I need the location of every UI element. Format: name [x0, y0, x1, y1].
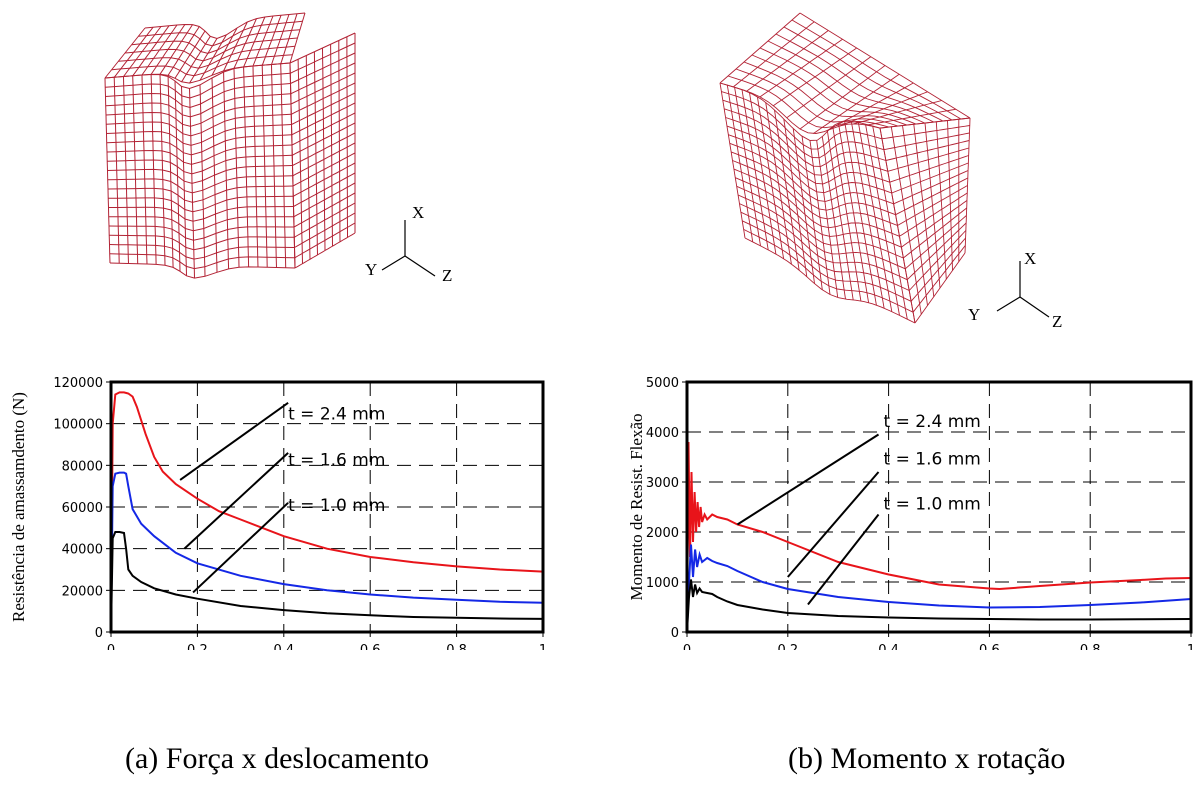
series-annotation: t = 2.4 mm — [288, 405, 385, 425]
annotation-leader — [192, 502, 289, 594]
annotation-leader — [179, 402, 289, 481]
axis-x-label: X — [1024, 249, 1036, 268]
x-tick-label: 0 — [107, 643, 115, 650]
x-tick-label: 1 — [1187, 643, 1195, 650]
axis-z-label: Z — [1052, 312, 1062, 331]
bent-box-mesh-icon: X Y Z — [719, 12, 1062, 331]
series-line — [686, 579, 1192, 633]
y-tick-label: 100000 — [53, 418, 103, 433]
series-annotation: t = 1.0 mm — [288, 496, 385, 516]
y-tick-label: 3000 — [646, 476, 679, 491]
x-tick-label: 0.8 — [446, 643, 467, 650]
chart-force-displacement: 0 0.2 0.4 0.6 0.8 1 0 20000 40000 60000 80000 10000… — [9, 376, 547, 650]
y-tick-label: 20000 — [62, 584, 103, 599]
series-line — [110, 531, 544, 633]
y-tick-label: 2000 — [646, 526, 679, 541]
series-annotation: t = 1.6 mm — [884, 450, 981, 470]
x-tick-label: 0 — [683, 643, 691, 650]
y-axis-label: Resistência de amassamdento (N) — [9, 392, 28, 622]
series-line — [110, 471, 544, 633]
axis-y-label: Y — [968, 305, 980, 324]
x-tick-label: 1 — [539, 643, 547, 650]
y-tick-label: 0 — [95, 626, 103, 641]
annotation-leader — [807, 513, 880, 606]
y-tick-label: 0 — [671, 626, 679, 641]
y-tick-label: 80000 — [62, 459, 103, 474]
crushed-box-mesh-icon: X Y Z — [104, 12, 452, 285]
series-line — [686, 544, 1192, 633]
x-tick-label: 0.2 — [187, 643, 208, 650]
series-annotation: t = 1.0 mm — [884, 495, 981, 515]
caption-b: (b) Momento x rotação — [788, 742, 1066, 775]
annotation-leader — [736, 433, 880, 526]
annotation-leader — [787, 471, 880, 578]
series-annotation: t = 2.4 mm — [884, 412, 981, 432]
x-tick-label: 0.6 — [979, 643, 1000, 650]
series-line — [110, 391, 544, 633]
plot-frame — [685, 380, 1193, 634]
series-line — [686, 441, 1192, 633]
y-tick-label: 5000 — [646, 376, 679, 391]
series-annotation: t = 1.6 mm — [288, 450, 385, 470]
axis-z-label: Z — [442, 266, 452, 285]
y-tick-label: 40000 — [62, 543, 103, 558]
x-tick-label: 0.8 — [1080, 643, 1101, 650]
axis-y-label: Y — [365, 260, 377, 279]
y-tick-label: 4000 — [646, 426, 679, 441]
x-tick-label: 0.4 — [273, 643, 294, 650]
y-tick-label: 60000 — [62, 501, 103, 516]
x-tick-label: 0.4 — [878, 643, 899, 650]
caption-a: (a) Força x deslocamento — [125, 742, 430, 775]
y-tick-label: 120000 — [53, 376, 103, 391]
chart-moment-rotation: 00.20.40.60.81010002000300040005000Ângul… — [627, 376, 1195, 650]
y-tick-label: 1000 — [646, 576, 679, 591]
annotation-leader — [183, 452, 289, 550]
x-tick-label: 0.6 — [360, 643, 381, 650]
axis-x-label: X — [412, 203, 424, 222]
x-tick-label: 0.2 — [777, 643, 798, 650]
y-axis-label: Momento de Resist. Flexão — [627, 414, 646, 601]
